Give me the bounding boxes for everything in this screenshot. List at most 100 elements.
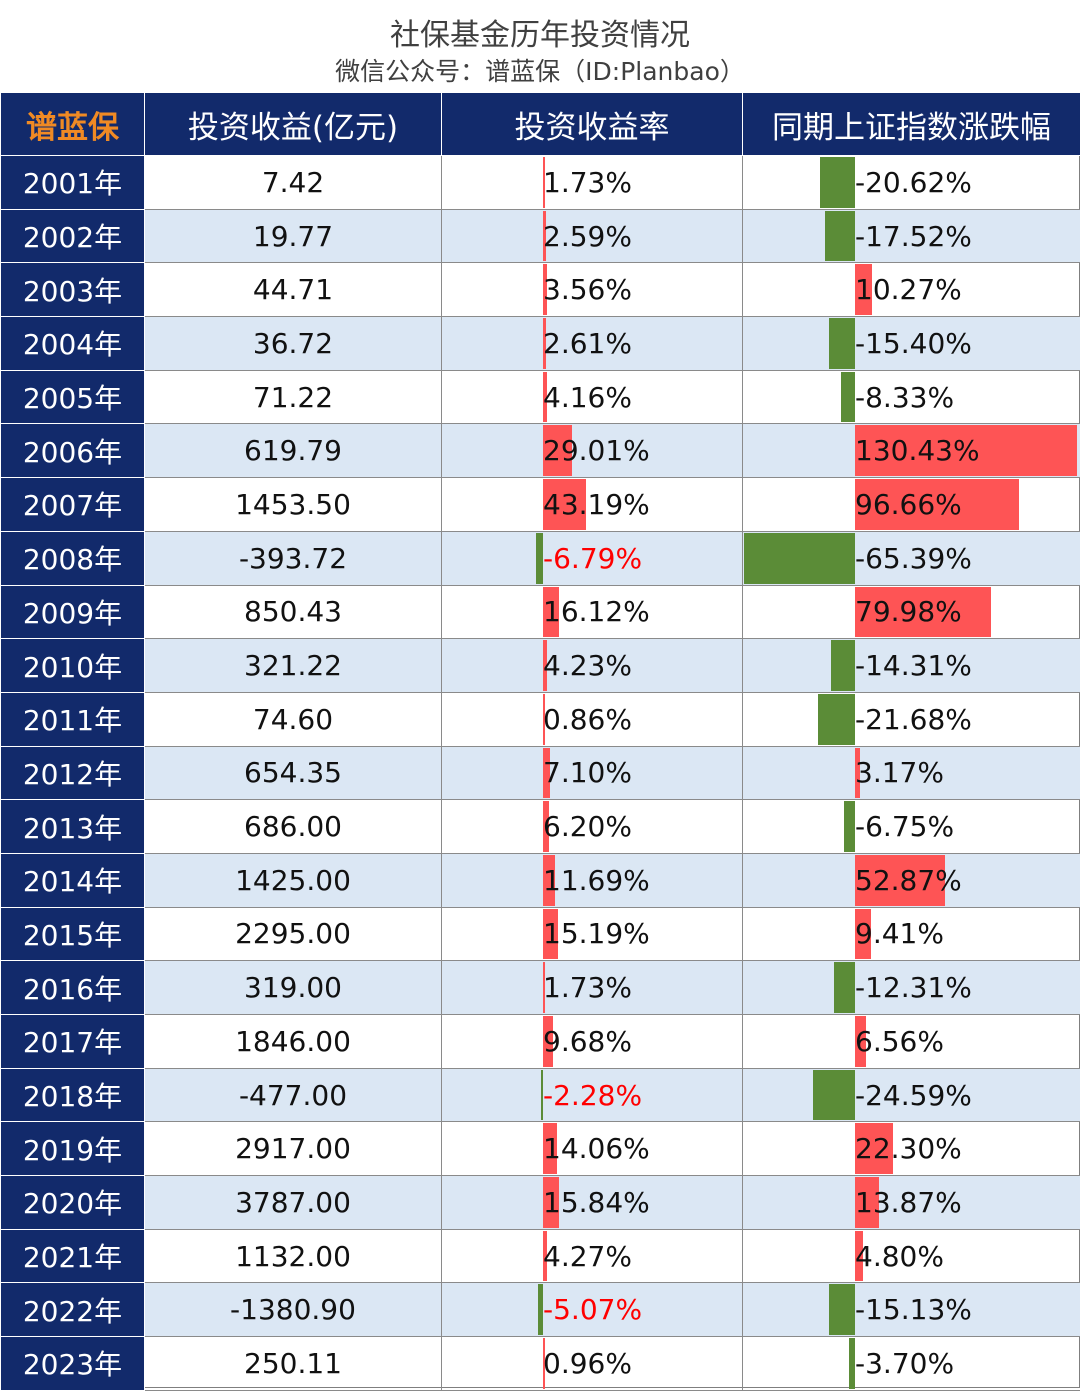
year-cell: 2003年 xyxy=(1,263,145,317)
rate-label: 3.56% xyxy=(543,263,632,316)
rate-label: 0.86% xyxy=(543,693,632,746)
income-cell: 1846.00 xyxy=(145,1015,442,1069)
rate-cell: 14.06% xyxy=(442,1122,743,1176)
year-cell: 2001年 xyxy=(1,156,145,210)
index-cell: -14.31% xyxy=(743,639,1080,693)
index-bar xyxy=(813,1070,855,1121)
index-cell: 79.98% xyxy=(743,585,1080,639)
table-row: 2018年-477.00-2.28%-24.59% xyxy=(1,1068,1080,1122)
rate-cell: -5.07% xyxy=(442,1283,743,1337)
year-cell: 2014年 xyxy=(1,853,145,907)
rate-cell: 2.61% xyxy=(442,317,743,371)
rate-label: 15.19% xyxy=(543,908,650,961)
rate-cell: 7.10% xyxy=(442,746,743,800)
income-cell: 2917.00 xyxy=(145,1122,442,1176)
index-label: -14.31% xyxy=(855,639,972,692)
index-bar xyxy=(831,640,855,691)
income-cell: 654.35 xyxy=(145,746,442,800)
income-cell: 850.43 xyxy=(145,585,442,639)
year-cell: 2023年 xyxy=(1,1337,145,1391)
index-label: -21.68% xyxy=(855,693,972,746)
rate-label: 43.19% xyxy=(543,478,650,531)
year-cell: 2004年 xyxy=(1,317,145,371)
year-cell: 2022年 xyxy=(1,1283,145,1337)
index-label: 6.56% xyxy=(855,1015,944,1068)
rate-cell: 6.20% xyxy=(442,800,743,854)
index-cell: 3.17% xyxy=(743,746,1080,800)
year-cell: 2021年 xyxy=(1,1229,145,1283)
index-bar xyxy=(818,694,855,745)
title-block: 社保基金历年投资情况 微信公众号：谱蓝保（ID:Planbao） xyxy=(0,0,1080,93)
year-cell: 2005年 xyxy=(1,370,145,424)
index-label: -20.62% xyxy=(855,156,972,209)
chart-title: 社保基金历年投资情况 xyxy=(0,10,1080,54)
chart-subtitle: 微信公众号：谱蓝保（ID:Planbao） xyxy=(0,52,1080,88)
index-bar xyxy=(829,1284,855,1335)
rate-label: -5.07% xyxy=(543,1283,642,1336)
index-label: -17.52% xyxy=(855,210,972,263)
header-income: 投资收益(亿元) xyxy=(145,93,442,156)
year-cell: 2018年 xyxy=(1,1068,145,1122)
header-rate: 投资收益率 xyxy=(442,93,743,156)
index-label: 10.27% xyxy=(855,263,962,316)
income-cell: 74.60 xyxy=(145,692,442,746)
index-label: 52.87% xyxy=(855,854,962,907)
index-label: -24.59% xyxy=(855,1069,972,1122)
index-label: -6.75% xyxy=(855,800,954,853)
index-label: -12.31% xyxy=(855,961,972,1014)
year-cell: 2013年 xyxy=(1,800,145,854)
index-cell: 96.66% xyxy=(743,478,1080,532)
index-cell: 22.30% xyxy=(743,1122,1080,1176)
index-bar xyxy=(744,533,855,584)
rate-label: 11.69% xyxy=(543,854,650,907)
income-cell: 44.71 xyxy=(145,263,442,317)
index-cell: -12.31% xyxy=(743,961,1080,1015)
index-cell: -3.70% xyxy=(743,1337,1080,1391)
rate-cell: -6.79% xyxy=(442,531,743,585)
year-cell: 2012年 xyxy=(1,746,145,800)
rate-cell: 9.68% xyxy=(442,1015,743,1069)
rate-label: 4.27% xyxy=(543,1230,632,1283)
year-cell: 2002年 xyxy=(1,209,145,263)
index-label: -65.39% xyxy=(855,532,972,585)
rate-label: 9.68% xyxy=(543,1015,632,1068)
index-cell: 4.80% xyxy=(743,1229,1080,1283)
header-index: 同期上证指数涨跌幅 xyxy=(743,93,1080,156)
rate-cell: -2.28% xyxy=(442,1068,743,1122)
rate-cell: 29.01% xyxy=(442,424,743,478)
rate-label: 4.16% xyxy=(543,371,632,424)
rate-label: 1.73% xyxy=(543,961,632,1014)
index-label: 13.87% xyxy=(855,1176,962,1229)
year-cell: 2020年 xyxy=(1,1176,145,1230)
rate-cell: 4.23% xyxy=(442,639,743,693)
index-cell: -6.75% xyxy=(743,800,1080,854)
income-cell: -393.72 xyxy=(145,531,442,585)
year-cell: 2019年 xyxy=(1,1122,145,1176)
income-cell: 3787.00 xyxy=(145,1176,442,1230)
index-label: 4.80% xyxy=(855,1230,944,1283)
index-label: 96.66% xyxy=(855,478,962,531)
rate-cell: 3.56% xyxy=(442,263,743,317)
rate-label: -2.28% xyxy=(543,1069,642,1122)
index-label: 3.17% xyxy=(855,747,944,800)
income-cell: 1132.00 xyxy=(145,1229,442,1283)
index-bar xyxy=(825,211,855,262)
index-bar xyxy=(829,318,855,369)
index-cell: 130.43% xyxy=(743,424,1080,478)
income-cell: 1453.50 xyxy=(145,478,442,532)
index-label: 9.41% xyxy=(855,908,944,961)
index-cell: 10.27% xyxy=(743,263,1080,317)
